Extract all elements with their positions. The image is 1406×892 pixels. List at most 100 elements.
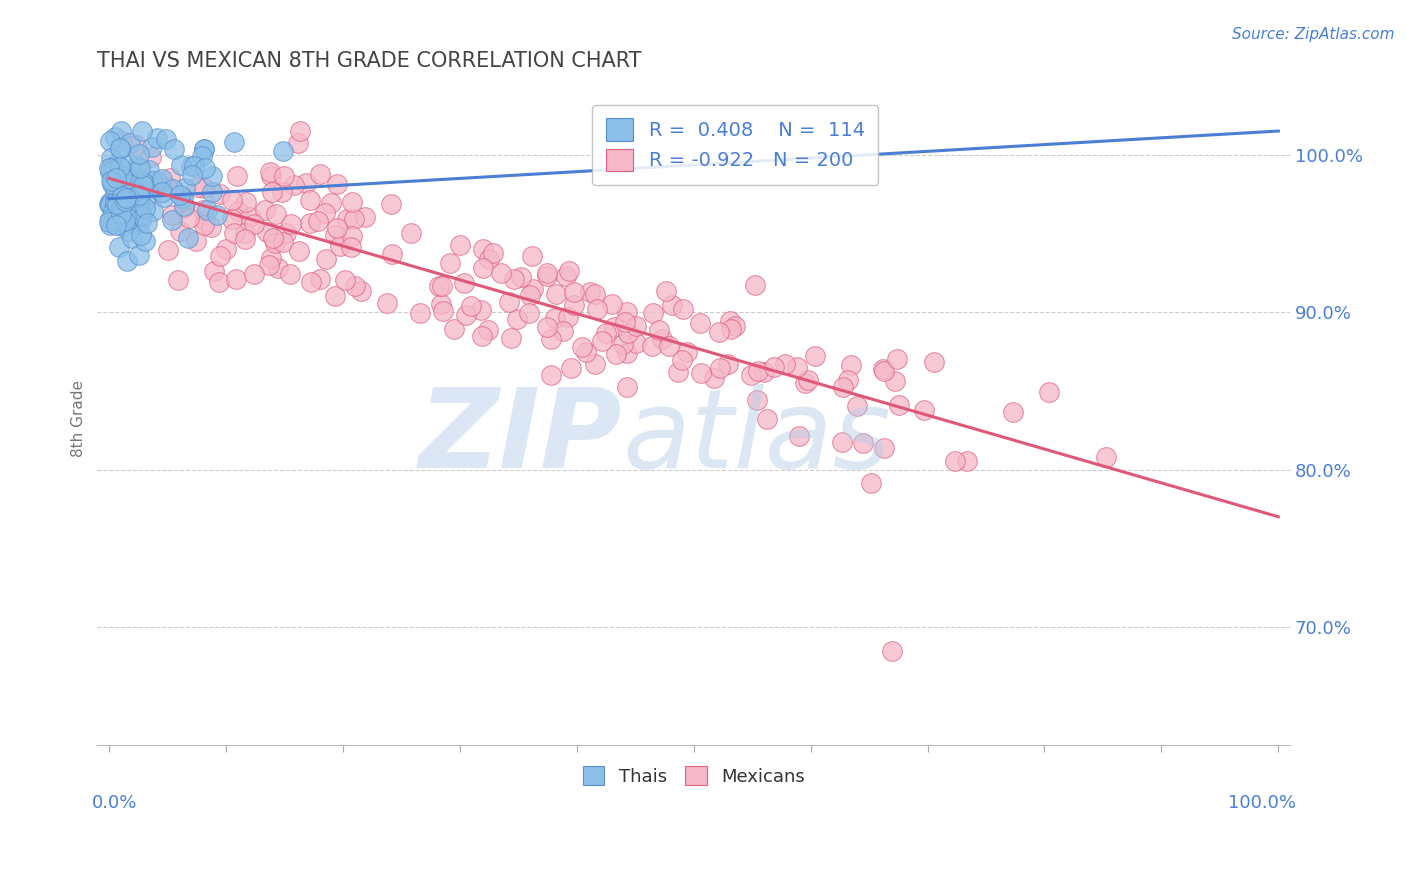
Point	[707, 325, 730, 339]
Point	[145, 182, 167, 196]
Point	[1038, 384, 1060, 399]
Point	[128, 216, 150, 230]
Point	[307, 214, 329, 228]
Point	[184, 234, 207, 248]
Point	[837, 374, 859, 388]
Point	[603, 320, 626, 334]
Point	[136, 216, 159, 230]
Point	[558, 264, 581, 278]
Point	[886, 351, 908, 366]
Point	[273, 169, 295, 183]
Point	[506, 312, 529, 326]
Point	[472, 260, 495, 275]
Point	[103, 159, 125, 173]
Point	[287, 136, 309, 150]
Point	[472, 242, 495, 256]
Point	[115, 191, 138, 205]
Point	[298, 193, 321, 207]
Point	[591, 334, 613, 348]
Point	[120, 212, 142, 227]
Point	[641, 339, 664, 353]
Point	[221, 211, 243, 226]
Point	[718, 314, 741, 328]
Point	[129, 213, 152, 227]
Point	[172, 191, 194, 205]
Text: ZIP: ZIP	[419, 384, 621, 491]
Point	[540, 332, 562, 346]
Point	[105, 218, 128, 232]
Point	[273, 144, 295, 158]
Point	[439, 256, 461, 270]
Point	[489, 266, 512, 280]
Point	[118, 178, 141, 192]
Point	[510, 270, 533, 285]
Point	[156, 180, 179, 194]
Point	[283, 178, 305, 193]
Point	[132, 178, 155, 192]
Point	[117, 197, 139, 211]
Point	[612, 336, 634, 351]
Point	[177, 230, 200, 244]
Point	[153, 190, 176, 204]
Point	[586, 301, 609, 316]
Point	[752, 365, 775, 379]
Point	[482, 246, 505, 260]
Point	[271, 235, 294, 249]
Point	[100, 161, 122, 175]
Point	[98, 198, 121, 212]
Y-axis label: 8th Grade: 8th Grade	[72, 380, 86, 457]
Point	[141, 174, 163, 188]
Point	[191, 149, 214, 163]
Point	[243, 267, 266, 281]
Point	[943, 454, 966, 468]
Point	[555, 268, 578, 283]
Point	[449, 238, 471, 252]
Point	[583, 286, 606, 301]
Point	[380, 197, 402, 211]
Point	[128, 204, 150, 219]
Point	[131, 209, 153, 223]
Point	[224, 226, 246, 240]
Point	[408, 306, 430, 320]
Point	[873, 441, 896, 455]
Point	[651, 332, 673, 346]
Point	[122, 173, 145, 187]
Legend: Thais, Mexicans: Thais, Mexicans	[574, 757, 814, 795]
Point	[259, 165, 281, 179]
Point	[443, 322, 465, 336]
Point	[111, 198, 134, 212]
Point	[134, 202, 156, 216]
Point	[536, 269, 558, 284]
Point	[264, 207, 287, 221]
Point	[884, 374, 907, 388]
Point	[889, 398, 911, 412]
Text: THAI VS MEXICAN 8TH GRADE CORRELATION CHART: THAI VS MEXICAN 8TH GRADE CORRELATION CH…	[97, 51, 643, 70]
Point	[1002, 405, 1025, 419]
Point	[141, 140, 163, 154]
Point	[540, 368, 562, 383]
Point	[195, 202, 218, 217]
Point	[804, 349, 827, 363]
Point	[260, 251, 283, 265]
Point	[110, 142, 132, 156]
Point	[328, 239, 350, 253]
Point	[239, 211, 262, 225]
Point	[131, 124, 153, 138]
Point	[846, 399, 869, 413]
Point	[98, 218, 121, 232]
Point	[98, 197, 121, 211]
Point	[274, 226, 297, 240]
Point	[579, 285, 602, 300]
Point	[193, 142, 215, 156]
Point	[912, 403, 935, 417]
Point	[536, 319, 558, 334]
Point	[299, 275, 322, 289]
Point	[124, 138, 146, 153]
Point	[325, 228, 347, 243]
Point	[155, 131, 177, 145]
Point	[522, 249, 544, 263]
Point	[118, 224, 141, 238]
Point	[690, 366, 713, 380]
Text: 100.0%: 100.0%	[1227, 794, 1296, 812]
Point	[522, 282, 544, 296]
